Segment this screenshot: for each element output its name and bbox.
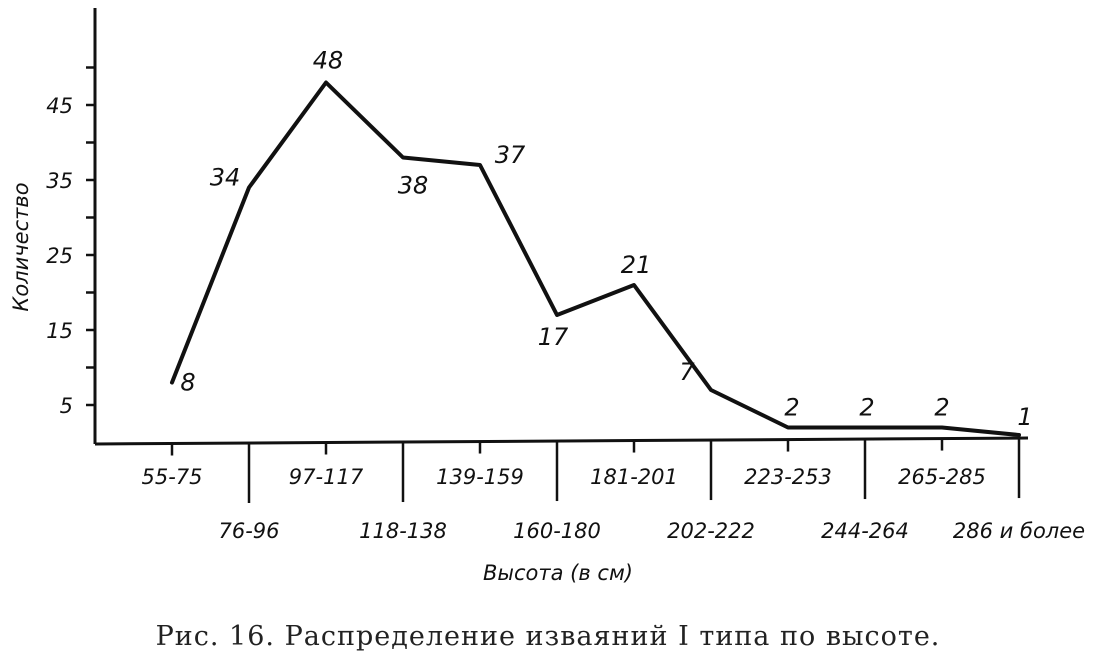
y-tick-label: 25: [46, 244, 73, 268]
x-tick-label: 181-201: [590, 465, 678, 489]
y-tick-label: 15: [46, 319, 73, 343]
data-label: 38: [398, 172, 429, 200]
figure-caption: Рис. 16. Распределение изваяний I типа п…: [156, 621, 941, 652]
data-label: 2: [784, 394, 799, 422]
y-axis-title: Количество: [9, 182, 33, 311]
x-tick-label: 202-222: [667, 519, 755, 543]
series-line: [170, 80, 1021, 437]
data-label: 2: [859, 394, 874, 422]
x-ticks: 55-75 76-96 97-117 118-138 139-159 160-180 181…: [141, 438, 1085, 543]
x-tick-label: 118-138: [359, 519, 447, 543]
x-tick-label: 223-253: [744, 465, 832, 489]
x-tick-label: 160-180: [513, 519, 601, 543]
x-tick-label: 244-264: [821, 519, 909, 543]
series: [170, 80, 1021, 437]
axes: [93, 8, 1029, 446]
x-tick-label: 76-96: [218, 519, 279, 543]
data-label: 7: [679, 358, 695, 386]
y-tick-label: 35: [46, 169, 73, 193]
x-axis: [94, 436, 1029, 446]
data-label: 34: [210, 164, 241, 192]
x-tick-label: 55-75: [141, 465, 202, 489]
y-tick-label: 45: [46, 94, 73, 118]
data-label: 8: [180, 369, 195, 397]
y-tick-label: 5: [60, 394, 73, 418]
data-label: 1: [1017, 403, 1032, 431]
data-label: 48: [313, 47, 344, 75]
x-tick-label: 97-117: [289, 465, 364, 489]
data-label: 37: [495, 141, 526, 169]
y-ticks: 5 15 25 35 45: [46, 66, 95, 418]
data-label: 2: [934, 394, 949, 422]
x-tick-label: 286 и более: [953, 519, 1085, 543]
data-label: 21: [621, 251, 652, 279]
x-tick-label: 265-285: [898, 465, 986, 489]
x-axis-title: Высота (в см): [483, 561, 633, 585]
data-label: 17: [538, 323, 569, 351]
x-tick-label: 139-159: [436, 465, 524, 489]
